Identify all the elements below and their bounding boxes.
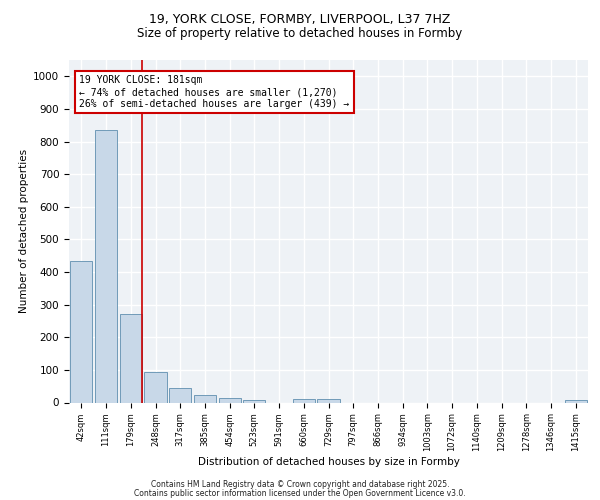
Text: 19, YORK CLOSE, FORMBY, LIVERPOOL, L37 7HZ: 19, YORK CLOSE, FORMBY, LIVERPOOL, L37 7… (149, 12, 451, 26)
Bar (169, 388, 191, 402)
Bar (95, 130, 117, 402)
Text: 19 YORK CLOSE: 181sqm
← 74% of detached houses are smaller (1,270)
26% of semi-d: 19 YORK CLOSE: 181sqm ← 74% of detached … (79, 76, 350, 108)
Bar (218, 398, 241, 402)
Bar (119, 314, 142, 402)
Y-axis label: Number of detached properties: Number of detached properties (19, 149, 29, 314)
Bar (317, 399, 340, 402)
Bar (565, 400, 587, 402)
Bar (194, 396, 216, 402)
Text: Contains public sector information licensed under the Open Government Licence v3: Contains public sector information licen… (134, 489, 466, 498)
Bar (243, 400, 265, 402)
Bar (70, 260, 92, 402)
X-axis label: Distribution of detached houses by size in Formby: Distribution of detached houses by size … (197, 457, 460, 467)
Text: Size of property relative to detached houses in Formby: Size of property relative to detached ho… (137, 28, 463, 40)
Bar (293, 399, 315, 402)
Bar (145, 372, 167, 402)
Text: Contains HM Land Registry data © Crown copyright and database right 2025.: Contains HM Land Registry data © Crown c… (151, 480, 449, 489)
